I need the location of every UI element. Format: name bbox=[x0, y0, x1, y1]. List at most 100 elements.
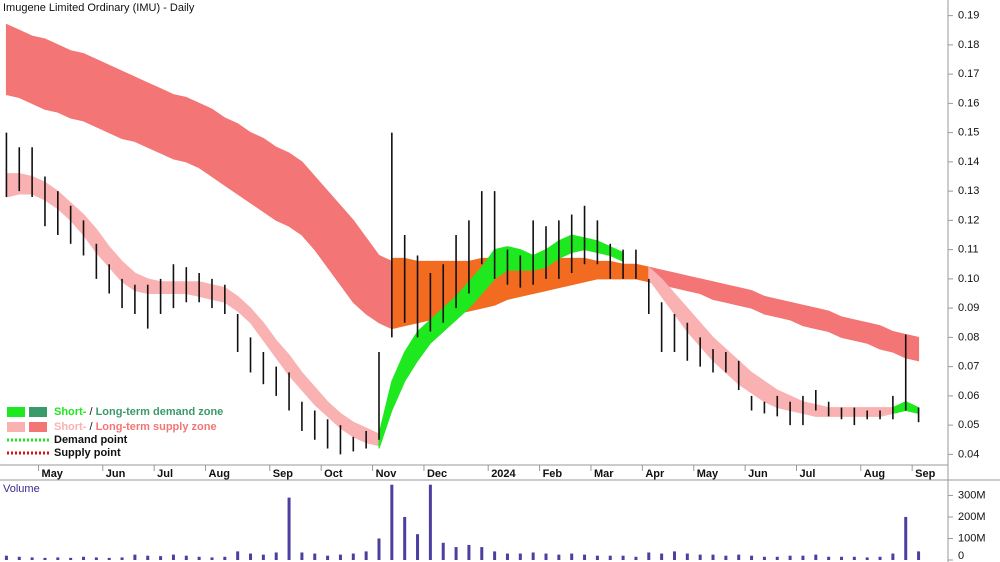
volume-bar bbox=[801, 555, 805, 560]
volume-bar bbox=[518, 553, 522, 560]
volume-bar bbox=[531, 552, 535, 560]
volume-bar bbox=[750, 555, 754, 560]
x-tick-label: Mar bbox=[594, 468, 614, 480]
volume-bar bbox=[338, 554, 342, 560]
volume-bar bbox=[685, 553, 689, 560]
volume-bar bbox=[827, 556, 831, 560]
volume-bar bbox=[788, 555, 792, 560]
legend-swatch bbox=[7, 422, 25, 432]
legend-label: / bbox=[86, 406, 95, 418]
volume-bar bbox=[904, 516, 908, 560]
volume-bar bbox=[249, 553, 253, 560]
volume-bar bbox=[660, 553, 664, 560]
volume-bar bbox=[493, 551, 497, 560]
volume-bar bbox=[416, 534, 420, 560]
volume-bar bbox=[441, 542, 445, 560]
volume-bar bbox=[43, 557, 47, 560]
volume-bar bbox=[762, 556, 766, 560]
legend-label: Supply point bbox=[54, 447, 121, 459]
volume-bar bbox=[891, 553, 895, 560]
volume-tick-label: 100M bbox=[958, 532, 986, 544]
volume-bar bbox=[544, 553, 548, 560]
x-tick-label: Sep bbox=[273, 468, 293, 480]
volume-bar bbox=[82, 556, 86, 560]
volume-bar bbox=[428, 484, 432, 560]
y-tick-label: 0.09 bbox=[958, 302, 979, 314]
y-tick-label: 0.14 bbox=[958, 156, 979, 168]
x-tick-label: Jul bbox=[157, 468, 173, 480]
volume-title: Volume bbox=[3, 483, 40, 495]
volume-bar bbox=[300, 552, 304, 560]
volume-bar bbox=[56, 557, 60, 560]
volume-bar bbox=[133, 554, 137, 560]
volume-bar bbox=[917, 551, 921, 560]
y-tick-label: 0.11 bbox=[958, 244, 979, 256]
legend-label: Short- bbox=[54, 406, 87, 418]
volume-bar bbox=[210, 557, 214, 560]
volume-bar bbox=[274, 552, 278, 560]
x-tick-label: 2024 bbox=[491, 468, 516, 480]
volume-tick-label: 0 bbox=[958, 550, 964, 562]
volume-bar bbox=[775, 556, 779, 560]
volume-bar bbox=[107, 557, 111, 560]
volume-bar bbox=[69, 557, 73, 560]
x-tick-label: Dec bbox=[427, 468, 447, 480]
volume-bar bbox=[724, 555, 728, 560]
y-tick-label: 0.06 bbox=[958, 390, 979, 402]
y-tick-label: 0.16 bbox=[958, 97, 979, 109]
x-tick-label: Apr bbox=[645, 468, 665, 480]
legend-swatch bbox=[29, 422, 47, 432]
zone-band bbox=[648, 266, 920, 362]
volume-bar bbox=[852, 556, 856, 560]
volume-bar bbox=[570, 553, 574, 560]
volume-bar bbox=[159, 556, 163, 560]
y-tick-label: 0.12 bbox=[958, 214, 979, 226]
y-tick-label: 0.15 bbox=[958, 127, 979, 139]
volume-bar bbox=[120, 557, 124, 560]
legend-label: Demand point bbox=[54, 434, 128, 446]
volume-bar bbox=[467, 544, 471, 560]
volume-bar bbox=[711, 554, 715, 560]
volume-bar bbox=[454, 547, 458, 560]
volume-bar bbox=[197, 556, 201, 560]
legend-swatch bbox=[7, 407, 25, 417]
y-tick-label: 0.19 bbox=[958, 10, 979, 22]
volume-bar bbox=[814, 554, 818, 560]
volume-bar bbox=[390, 484, 394, 560]
y-tick-label: 0.13 bbox=[958, 185, 979, 197]
volume-bar bbox=[698, 554, 702, 560]
volume-bar bbox=[403, 516, 407, 560]
volume-bar bbox=[94, 557, 98, 560]
y-tick-label: 0.18 bbox=[958, 39, 979, 51]
volume-bar bbox=[364, 551, 368, 560]
legend-label: / bbox=[86, 421, 95, 433]
volume-bar bbox=[595, 555, 599, 560]
volume-bar bbox=[351, 553, 355, 560]
volume-tick-label: 300M bbox=[958, 489, 986, 501]
volume-bar bbox=[313, 553, 317, 560]
y-tick-label: 0.08 bbox=[958, 331, 979, 343]
volume-bar bbox=[878, 556, 882, 560]
volume-bar bbox=[647, 552, 651, 560]
volume-bar bbox=[287, 497, 291, 560]
legend-label: Short- bbox=[54, 421, 87, 433]
volume-bar bbox=[4, 555, 8, 560]
volume-bar bbox=[261, 554, 265, 560]
chart-title: Imugene Limited Ordinary (IMU) - Daily bbox=[3, 2, 195, 14]
y-tick-label: 0.10 bbox=[958, 273, 979, 285]
y-tick-label: 0.04 bbox=[958, 448, 979, 460]
volume-bar bbox=[672, 551, 676, 560]
volume-bar bbox=[223, 556, 227, 560]
volume-bar bbox=[839, 556, 843, 560]
volume-bar bbox=[30, 557, 34, 560]
y-tick-label: 0.05 bbox=[958, 419, 979, 431]
volume-bar bbox=[326, 555, 330, 560]
x-tick-label: Jun bbox=[106, 468, 126, 480]
x-tick-label: May bbox=[697, 468, 719, 480]
volume-bar bbox=[236, 551, 240, 560]
volume-bar bbox=[865, 557, 869, 560]
x-tick-label: Jun bbox=[748, 468, 768, 480]
volume-bar bbox=[583, 554, 587, 560]
volume-bar bbox=[634, 556, 638, 560]
